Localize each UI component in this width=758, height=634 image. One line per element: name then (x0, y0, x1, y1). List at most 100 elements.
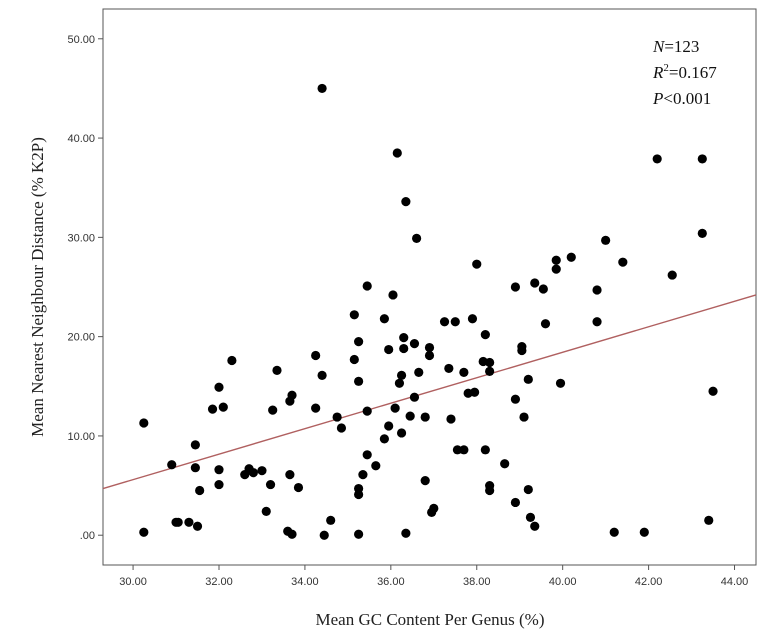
data-point (551, 264, 561, 274)
data-point (227, 355, 237, 366)
data-point (601, 235, 611, 245)
data-point (538, 284, 548, 294)
data-point (248, 468, 258, 478)
data-point (287, 390, 297, 400)
y-tick-label: .00 (80, 530, 95, 542)
data-point (311, 350, 321, 361)
data-point (414, 367, 424, 377)
data-point (555, 378, 566, 388)
x-tick-label: 44.00 (721, 576, 749, 588)
data-points (139, 83, 718, 540)
data-point (317, 83, 327, 94)
data-point (285, 470, 295, 480)
y-axis-ticks: .00 10.00 20.00 30.00 40.00 50.00 (67, 34, 103, 542)
data-point (349, 354, 359, 365)
data-point (450, 317, 460, 327)
data-point (362, 450, 372, 460)
data-point (354, 529, 364, 539)
data-point (639, 527, 649, 537)
data-point (480, 445, 490, 455)
data-point (349, 310, 359, 320)
data-point (592, 285, 602, 295)
data-point (530, 521, 540, 531)
data-point (287, 529, 297, 539)
data-point (697, 154, 707, 164)
data-point (268, 405, 278, 415)
data-point (396, 428, 407, 438)
data-point (412, 233, 422, 243)
data-point (195, 485, 205, 496)
data-point (470, 387, 480, 397)
data-point (439, 317, 450, 327)
data-point (652, 154, 662, 164)
data-point (184, 517, 194, 527)
data-point (214, 465, 224, 475)
data-point (371, 461, 381, 471)
data-point (519, 412, 529, 422)
data-point (293, 482, 304, 493)
x-tick-label: 30.00 (119, 576, 147, 588)
data-point (396, 370, 407, 380)
data-point (319, 530, 329, 540)
data-point (390, 403, 400, 413)
data-point (171, 517, 181, 527)
data-point (218, 402, 228, 412)
y-tick-label: 30.00 (67, 232, 95, 244)
r2-annotation: R2=0.167 (652, 62, 717, 82)
y-tick-label: 20.00 (67, 332, 95, 344)
data-point (485, 357, 495, 368)
data-point (207, 404, 218, 414)
data-point (399, 333, 409, 343)
data-point (667, 270, 677, 280)
data-point (459, 367, 469, 377)
data-point (401, 197, 411, 207)
data-point (697, 228, 707, 238)
plot-area (102, 8, 757, 566)
data-point (510, 394, 521, 404)
y-axis-title: Mean Nearest Neighbour Distance (% K2P) (28, 137, 47, 437)
data-point (446, 414, 456, 424)
data-point (424, 350, 435, 361)
data-point (523, 484, 533, 495)
x-tick-label: 42.00 (635, 576, 663, 588)
data-point (517, 345, 527, 356)
data-point (525, 512, 536, 522)
data-point (257, 466, 267, 476)
data-point (485, 485, 495, 496)
data-point (405, 411, 415, 421)
data-point (392, 148, 402, 158)
data-point (336, 423, 347, 433)
data-point (523, 374, 533, 384)
data-point (467, 314, 478, 324)
data-point (272, 365, 282, 375)
data-point (354, 376, 364, 386)
data-point (214, 479, 224, 490)
data-point (139, 527, 149, 537)
data-point (480, 330, 490, 340)
data-point (354, 489, 364, 500)
data-point (311, 403, 321, 413)
y-tick-label: 10.00 (67, 431, 95, 443)
data-point (265, 479, 276, 490)
data-point (190, 463, 200, 473)
x-tick-label: 34.00 (291, 576, 319, 588)
data-point (139, 418, 149, 428)
data-point (472, 259, 482, 269)
data-point (609, 527, 619, 537)
data-point (566, 252, 576, 262)
data-point (459, 445, 469, 455)
data-point (401, 528, 411, 538)
x-axis-title: Mean GC Content Per Genus (%) (316, 610, 545, 629)
n-annotation: N=123 (652, 37, 699, 56)
data-point (394, 378, 405, 388)
x-axis-ticks: 30.00 32.00 34.00 36.00 38.00 40.00 42.00 44.00 (119, 565, 748, 588)
data-point (429, 503, 439, 514)
data-point (424, 342, 435, 353)
data-point (167, 460, 177, 470)
x-tick-label: 40.00 (549, 576, 577, 588)
data-point (379, 314, 389, 324)
x-tick-label: 38.00 (463, 576, 491, 588)
data-point (500, 459, 510, 469)
data-point (399, 343, 409, 354)
data-point (362, 281, 372, 291)
